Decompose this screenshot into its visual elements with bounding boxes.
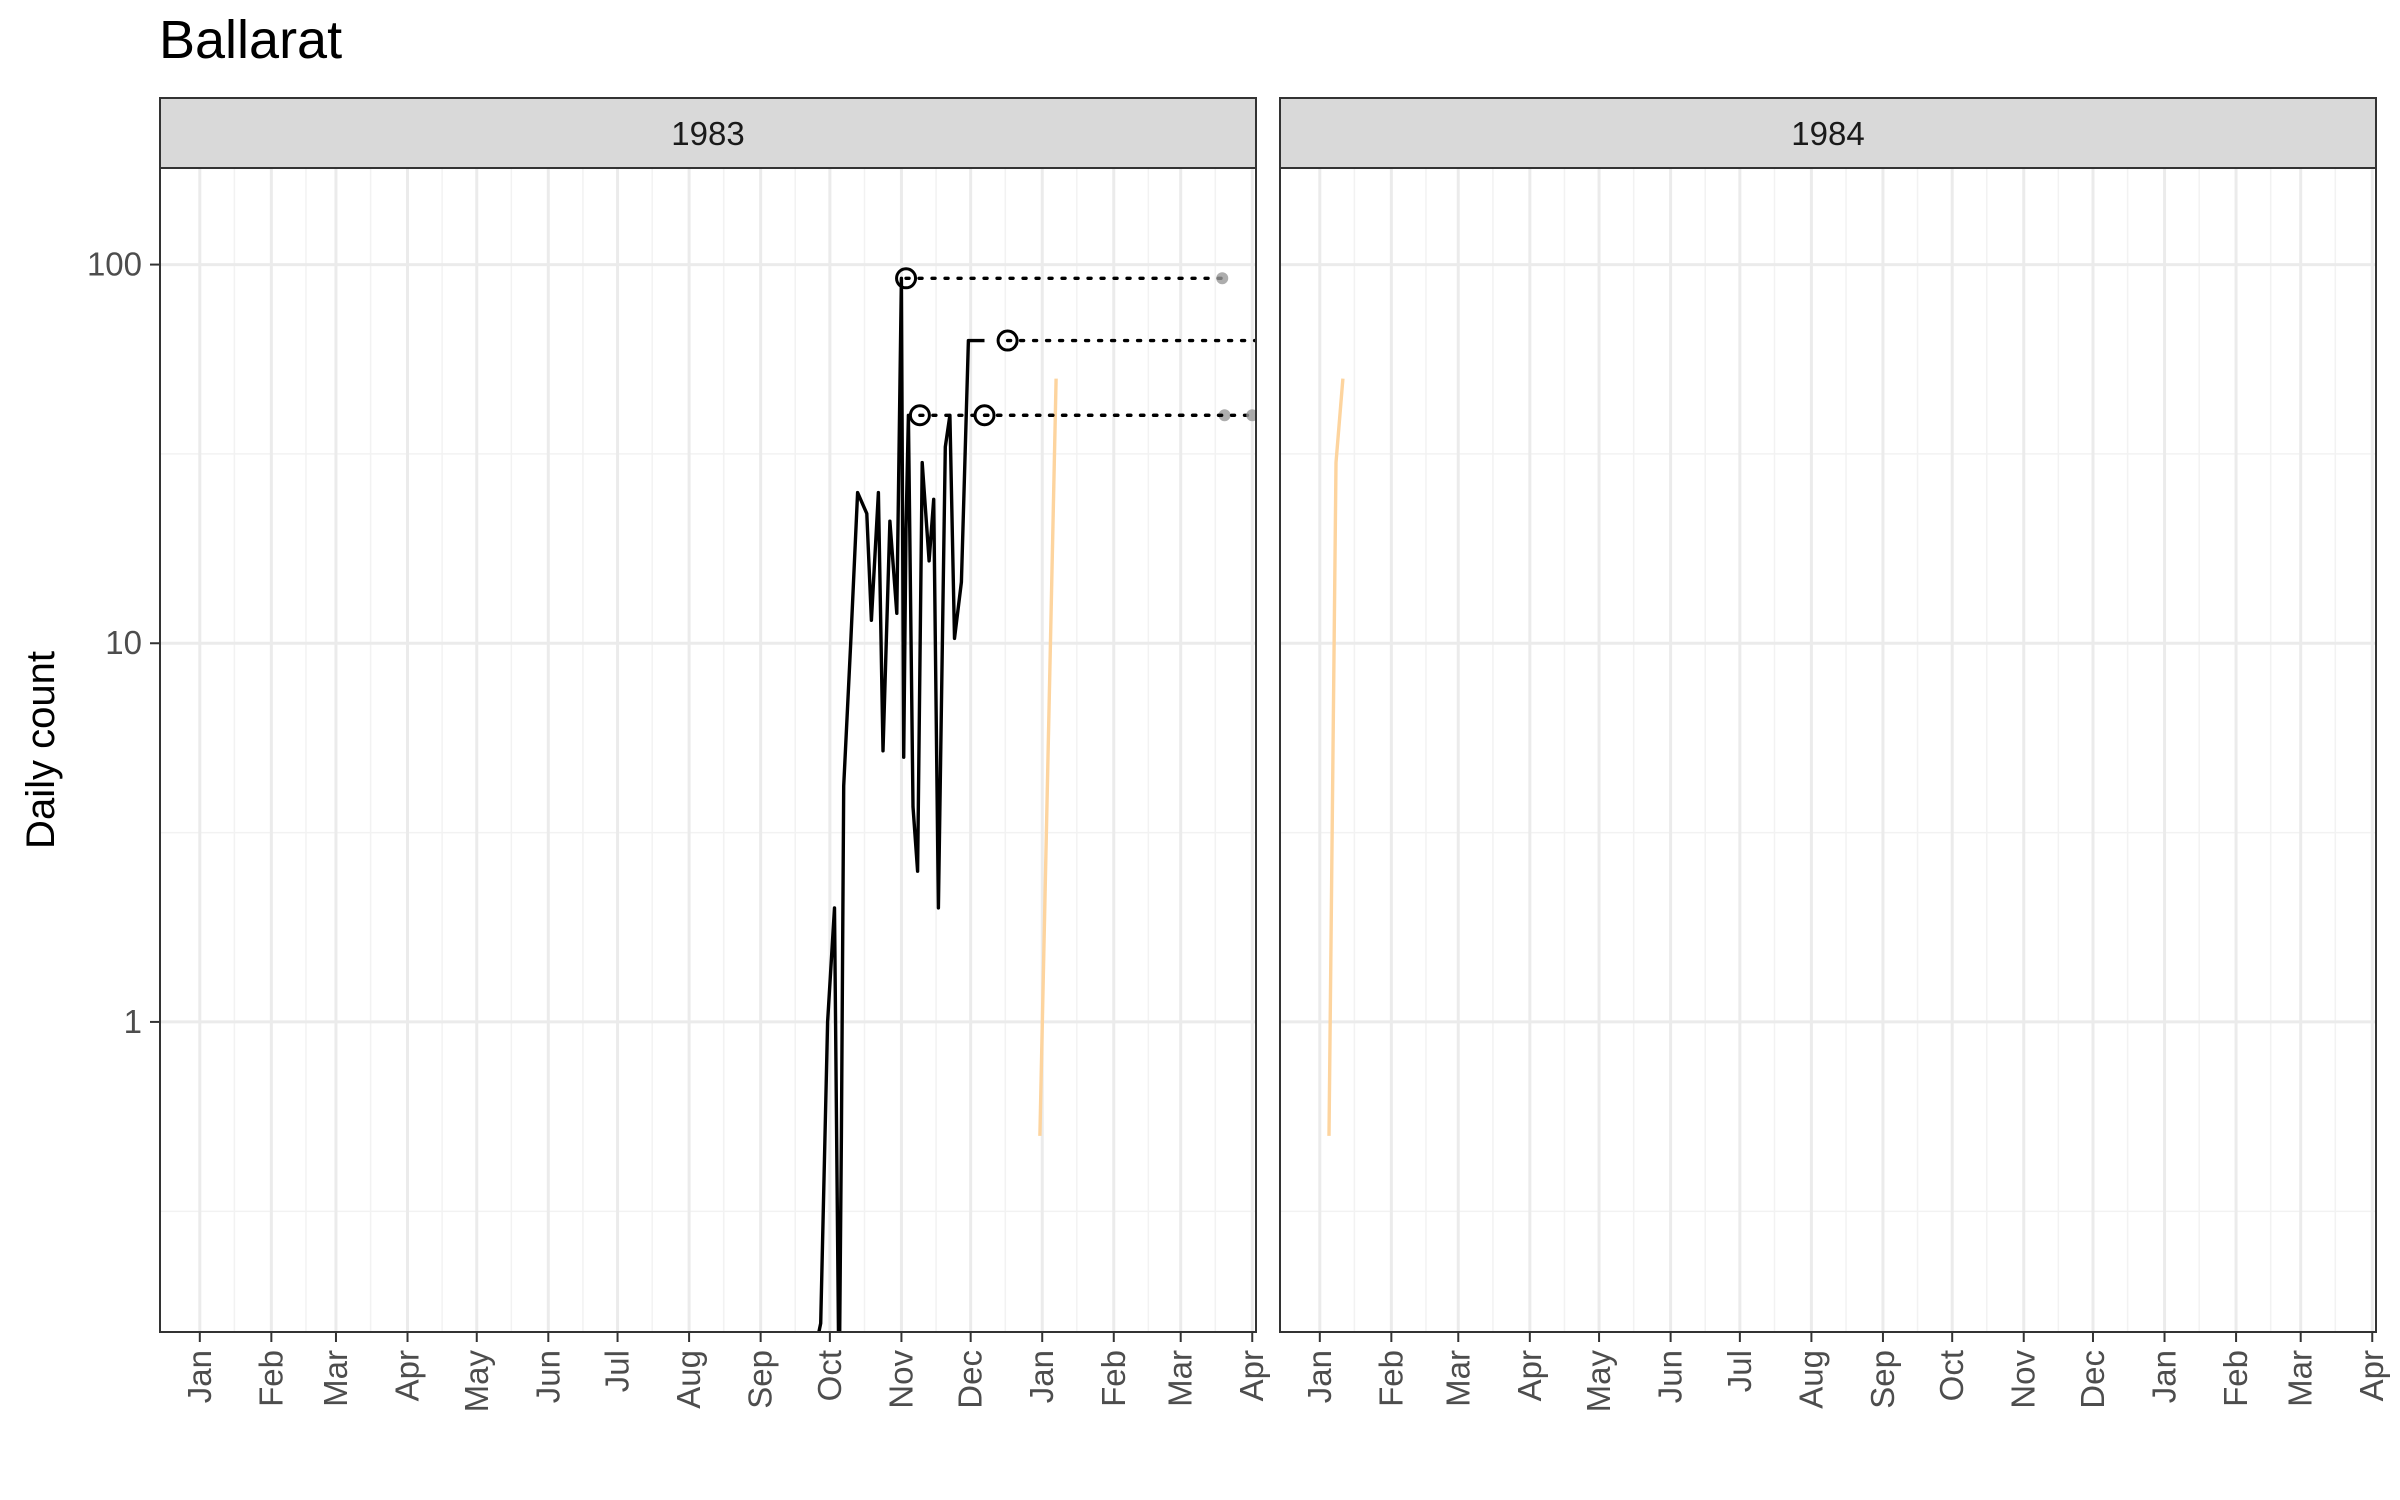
x-tick-label: Aug [1792, 1350, 1829, 1409]
facet-panel-1984: 1984 Jan Feb Mar Apr May Jun Jul Aug Sep Oct Nov Dec… [1279, 97, 2390, 1413]
x-tick-label: Dec [2074, 1350, 2111, 1409]
x-tick-label: Feb [2217, 1350, 2254, 1407]
facet-label: 1983 [671, 115, 744, 152]
series-line [817, 276, 985, 1332]
x-tick-label: Jul [599, 1350, 636, 1392]
peak-end-dot [1216, 272, 1229, 285]
x-tick-label: Mar [1162, 1350, 1199, 1407]
y-tick-label: 100 [87, 246, 142, 283]
data-layer [1327, 378, 1345, 1136]
x-tick-label: Jan [181, 1350, 218, 1403]
facets: 1983 1 10 100 Jan Feb Mar Apr May Jun Jul Aug Sep Oct… [87, 97, 2390, 1413]
series-line [1327, 378, 1345, 1136]
y-tick-label: 1 [124, 1003, 142, 1040]
x-tick-label: Sep [1864, 1350, 1901, 1409]
x-tick-label: Apr [389, 1350, 426, 1401]
peak-end-dot [1262, 335, 1274, 347]
x-tick-label: Oct [811, 1350, 848, 1401]
peak-end-dot [1218, 409, 1231, 422]
facet-label: 1984 [1791, 115, 1864, 152]
x-tick-label: Dec [952, 1350, 989, 1409]
x-tick-label: Mar [317, 1350, 354, 1407]
facet-panel-1983: 1983 1 10 100 Jan Feb Mar Apr May Jun Jul Aug Sep Oct… [87, 97, 1274, 1413]
x-tick-label: Mar [2282, 1350, 2319, 1407]
panel-background [160, 168, 1256, 1332]
x-tick-label: Apr [1511, 1350, 1548, 1401]
panel-background [1280, 168, 2376, 1332]
y-axis-title: Daily count [19, 651, 63, 849]
data-layer [817, 267, 1274, 1332]
x-tick-label: Jul [1721, 1350, 1758, 1392]
y-tick-label: 10 [105, 624, 142, 661]
x-tick-label: Jun [529, 1350, 566, 1403]
peak-marker [973, 404, 996, 427]
x-tick-label: Mar [1439, 1350, 1476, 1407]
x-tick-label: Jan [2146, 1350, 2183, 1403]
x-tick-label: Oct [1933, 1350, 1970, 1401]
x-tick-label: Jan [1301, 1350, 1338, 1403]
peak-marker [996, 329, 1019, 352]
peak-marker [895, 267, 918, 290]
peak-end-dot [1246, 409, 1256, 422]
chart-title: Ballarat [159, 10, 342, 70]
x-tick-label: Jan [1023, 1350, 1060, 1403]
x-tick-label: Nov [2005, 1350, 2042, 1409]
x-tick-label: Sep [742, 1350, 779, 1409]
x-tick-label: Apr [2353, 1350, 2390, 1401]
x-tick-label: May [458, 1350, 495, 1413]
x-tick-label: Feb [252, 1350, 289, 1407]
x-tick-label: Jun [1652, 1350, 1689, 1403]
series-line [1038, 378, 1058, 1136]
peak-marker [908, 404, 931, 427]
x-tick-label: May [1580, 1350, 1617, 1413]
facet-strip [159, 97, 1257, 169]
x-tick-label: Aug [670, 1350, 707, 1409]
x-tick-label: Apr [1233, 1350, 1270, 1401]
x-tick-label: Feb [1372, 1350, 1409, 1407]
x-tick-label: Feb [1095, 1350, 1132, 1407]
x-tick-label: Nov [882, 1350, 919, 1409]
facet-strip [1279, 97, 2377, 169]
